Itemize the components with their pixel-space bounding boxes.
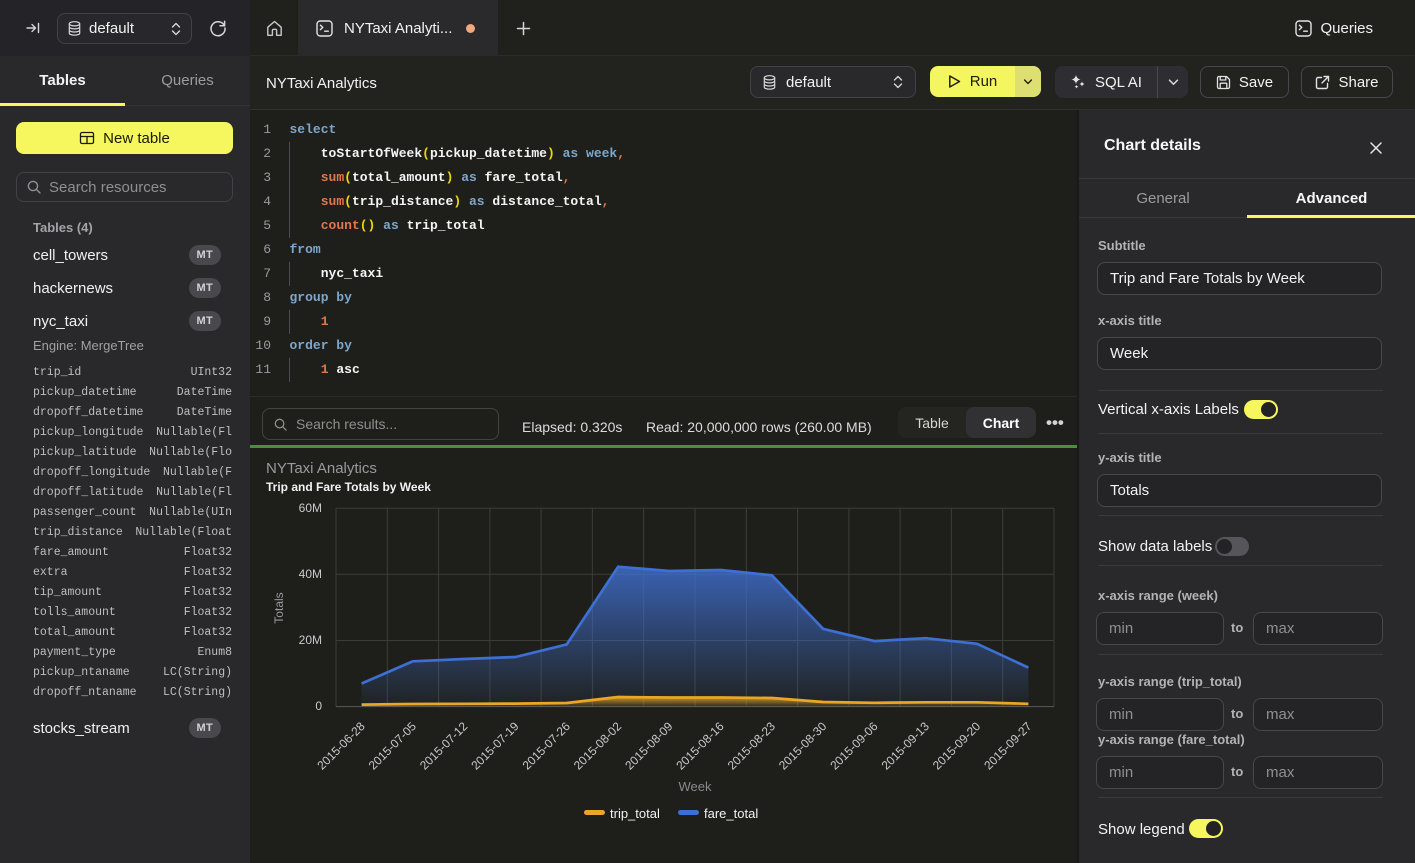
svg-text:Week: Week — [679, 779, 712, 794]
svg-text:60M: 60M — [299, 501, 322, 515]
svg-text:2015-09-27: 2015-09-27 — [981, 719, 1035, 773]
svg-text:20M: 20M — [299, 633, 322, 647]
svg-text:2015-08-23: 2015-08-23 — [725, 719, 779, 773]
svg-text:fare_total: fare_total — [704, 806, 758, 821]
svg-text:2015-07-26: 2015-07-26 — [520, 719, 574, 773]
svg-text:2015-09-06: 2015-09-06 — [827, 719, 881, 773]
svg-text:2015-09-20: 2015-09-20 — [930, 719, 984, 773]
svg-text:40M: 40M — [299, 567, 322, 581]
svg-text:0: 0 — [315, 699, 322, 713]
svg-text:2015-07-12: 2015-07-12 — [417, 719, 471, 773]
svg-text:2015-06-28: 2015-06-28 — [314, 719, 368, 773]
svg-text:2015-08-16: 2015-08-16 — [673, 719, 727, 773]
svg-text:2015-08-09: 2015-08-09 — [622, 719, 676, 773]
svg-text:2015-07-05: 2015-07-05 — [366, 719, 420, 773]
svg-text:trip_total: trip_total — [610, 806, 660, 821]
svg-text:Totals: Totals — [272, 592, 286, 623]
svg-text:2015-08-02: 2015-08-02 — [571, 719, 625, 773]
svg-text:2015-07-19: 2015-07-19 — [468, 719, 522, 773]
svg-text:2015-08-30: 2015-08-30 — [776, 719, 830, 773]
svg-text:2015-09-13: 2015-09-13 — [879, 719, 933, 773]
